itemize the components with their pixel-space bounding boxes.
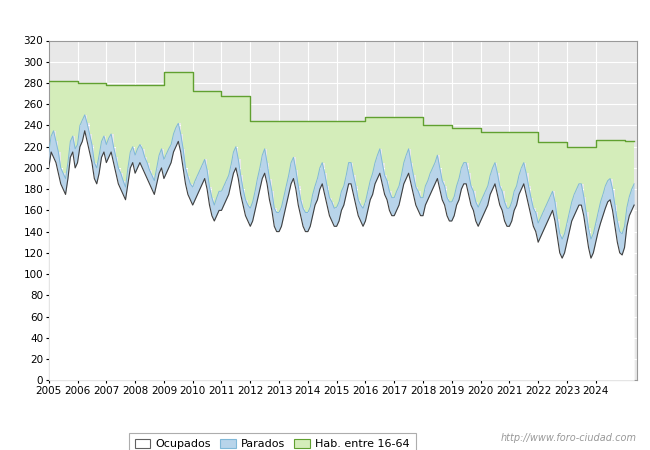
Legend: Ocupados, Parados, Hab. entre 16-64: Ocupados, Parados, Hab. entre 16-64: [129, 433, 415, 450]
Text: http://www.foro-ciudad.com: http://www.foro-ciudad.com: [501, 433, 637, 443]
Text: Preixens - Evolucion de la poblacion en edad de Trabajar Mayo de 2024: Preixens - Evolucion de la poblacion en …: [87, 14, 563, 27]
